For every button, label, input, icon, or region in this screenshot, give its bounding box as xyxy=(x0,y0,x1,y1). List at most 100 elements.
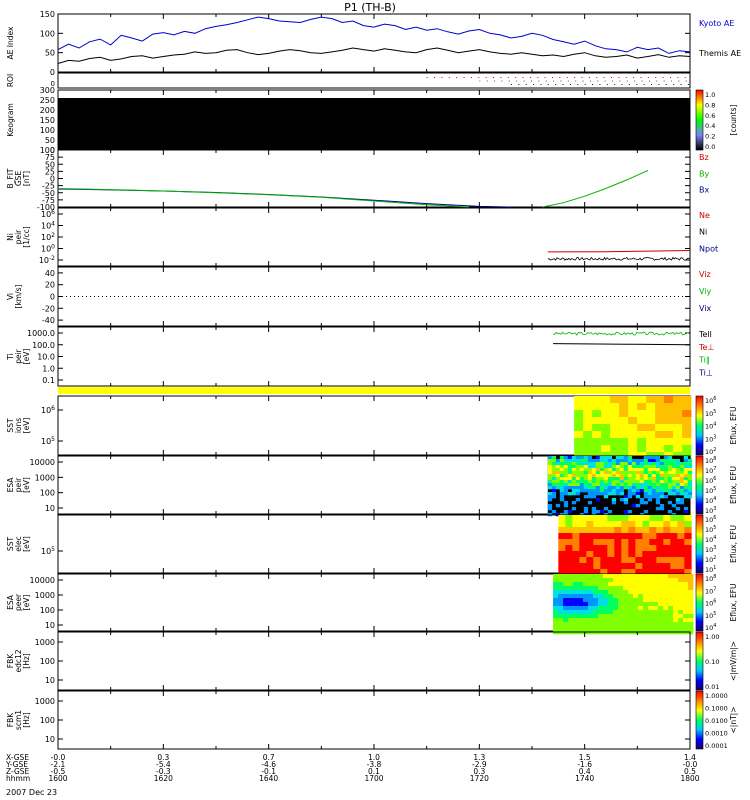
spectrogram-cell xyxy=(579,483,585,487)
spectrogram-cell xyxy=(567,462,573,466)
spectrogram-cell xyxy=(643,489,649,493)
spectrogram-cell xyxy=(583,477,589,481)
roi-flag xyxy=(603,77,605,78)
spectrogram-cell xyxy=(675,486,681,490)
spectrogram-cell xyxy=(679,498,685,502)
roi-flag xyxy=(596,77,598,78)
spectrogram-cell xyxy=(571,462,577,466)
spectrogram-cell xyxy=(663,578,669,583)
spectrogram-cell xyxy=(573,618,579,623)
spectrogram-cell xyxy=(588,626,594,631)
spectrogram-cell xyxy=(623,459,629,463)
spectrogram-cell xyxy=(583,431,593,439)
ytick-label: 200 xyxy=(40,106,55,115)
spectrogram-cell xyxy=(579,474,585,478)
spectrogram-cell xyxy=(608,578,614,583)
spectrogram-cell xyxy=(649,515,657,522)
spectrogram-cell xyxy=(558,594,564,599)
spectrogram-cell xyxy=(572,545,580,552)
spectrogram-cell xyxy=(603,462,609,466)
panel-frame-fbk2 xyxy=(57,690,691,750)
roi-flag xyxy=(538,80,540,82)
spectrogram-cell xyxy=(601,431,611,439)
spectrogram-cell xyxy=(558,527,566,534)
spectrogram-cell xyxy=(668,578,674,583)
spectrogram-cell xyxy=(639,498,645,502)
colorbar-tick: 104 xyxy=(705,623,716,632)
spectrogram-cell xyxy=(600,539,608,546)
spectrogram-cell xyxy=(639,483,645,487)
legend-entry: Ne xyxy=(699,211,710,220)
spectrogram-cell xyxy=(599,492,605,496)
spectrogram-cell xyxy=(637,403,647,411)
spectrogram-cell xyxy=(682,403,692,411)
spectrogram-cell xyxy=(628,533,636,540)
ylabel-sst_e: elec xyxy=(14,536,23,551)
legend-entry: Ti∥ xyxy=(698,356,710,365)
spectrogram-cell xyxy=(618,606,624,611)
spectrogram-cell xyxy=(655,501,661,505)
spectrogram-cell xyxy=(675,471,681,475)
spectrogram-cell xyxy=(635,459,641,463)
spectrogram-cell xyxy=(603,486,609,490)
spectrogram-cell xyxy=(651,468,657,472)
spectrogram-cell xyxy=(611,498,617,502)
roi-flag xyxy=(684,77,686,78)
spectrogram-cell xyxy=(565,533,573,540)
spectrogram-cell xyxy=(587,471,593,475)
spectrogram-cell xyxy=(547,498,553,502)
spectrogram-cell xyxy=(587,489,593,493)
spectrogram-cell xyxy=(555,459,561,463)
spectrogram-cell xyxy=(608,574,614,579)
spectrogram-cell xyxy=(578,618,584,623)
spectrogram-cell xyxy=(621,545,629,552)
spectrogram-cell xyxy=(635,468,641,472)
spectrogram-cell xyxy=(583,594,589,599)
spectrogram-cell xyxy=(568,598,574,603)
spectrogram-cell xyxy=(591,462,597,466)
spectrogram-cell xyxy=(678,618,684,623)
spectrogram-cell xyxy=(579,533,587,540)
spectrogram-cell xyxy=(658,574,664,579)
ytick-label: 50 xyxy=(45,136,55,145)
spectrogram-cell xyxy=(653,590,659,595)
spectrogram-cell xyxy=(643,582,649,587)
spectrogram-cell xyxy=(593,527,601,534)
spectrogram-cell xyxy=(558,614,564,619)
spectrogram-cell xyxy=(635,486,641,490)
spectrogram-cell xyxy=(678,602,684,607)
spectrogram-cell xyxy=(614,539,622,546)
spectrogram-cell xyxy=(618,582,624,587)
spectrogram-cell xyxy=(651,486,657,490)
spectrogram-cell xyxy=(565,527,573,534)
ytick-label: 100.0 xyxy=(32,341,55,350)
spectrogram-cell xyxy=(687,477,693,481)
spectrogram-cell xyxy=(613,602,619,607)
spectrogram-cell xyxy=(599,462,605,466)
spectrogram-cell xyxy=(613,578,619,583)
spectrogram-cell xyxy=(683,483,689,487)
spectrogram-cell xyxy=(643,618,649,623)
spectrogram-cell xyxy=(608,586,614,591)
spectrogram-cell xyxy=(555,477,561,481)
spectrogram-cell xyxy=(678,574,684,579)
spectrogram-cell xyxy=(567,483,573,487)
roi-flag xyxy=(463,77,465,78)
spectrogram-cell xyxy=(633,618,639,623)
spectrogram-cell xyxy=(663,495,669,499)
spectrogram-cell xyxy=(607,480,613,484)
spectrogram-cell xyxy=(623,501,629,505)
spectrogram-cell xyxy=(565,545,573,552)
ylabel-sst_e: SST xyxy=(6,537,15,552)
spectrogram-cell xyxy=(631,477,637,481)
spectrogram-cell xyxy=(583,445,593,453)
spectrogram-cell xyxy=(675,468,681,472)
spectrogram-cell xyxy=(677,539,685,546)
spectrogram-cell xyxy=(637,417,647,425)
spectrogram-cell xyxy=(668,610,674,615)
roi-flag xyxy=(434,77,436,78)
spectrogram-cell xyxy=(608,602,614,607)
spectrogram-cell xyxy=(670,515,678,522)
spectrogram-cell xyxy=(618,594,624,599)
spectrogram-cell xyxy=(682,410,692,418)
